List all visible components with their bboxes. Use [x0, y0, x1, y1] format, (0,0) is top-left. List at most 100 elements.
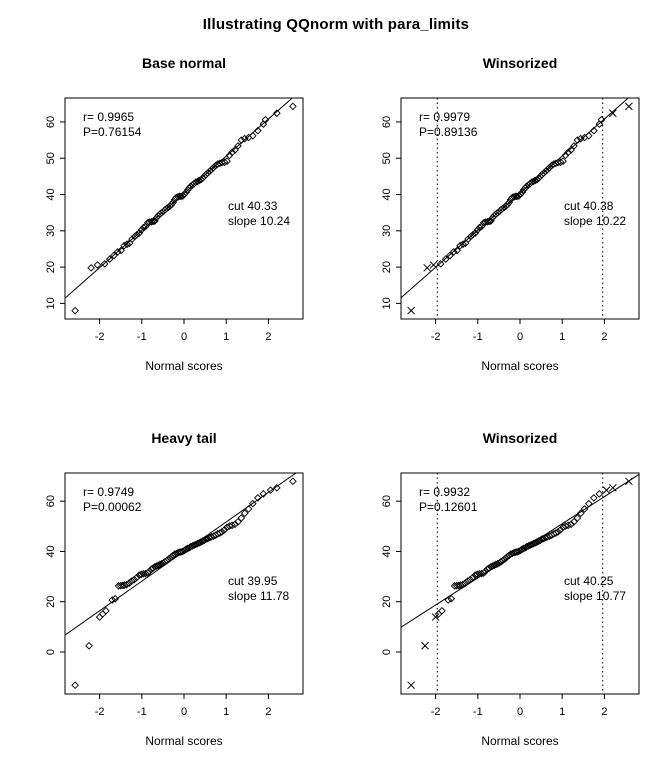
x-tick-label: -1: [137, 331, 147, 343]
qq-point: [567, 520, 575, 529]
qq-point: [549, 160, 558, 168]
qq-point: [149, 564, 158, 572]
qq-point: [479, 569, 488, 577]
r-annotation: r= 0.9749: [83, 485, 134, 499]
qq-point: [254, 126, 262, 135]
qq-point: [538, 170, 546, 179]
qq-point: [516, 190, 525, 199]
qq-point: [209, 163, 218, 172]
x-tick-label: 0: [517, 331, 523, 343]
qq-point: [490, 561, 499, 570]
qq-point: [203, 534, 212, 543]
panel-title: Heavy tail: [151, 430, 216, 446]
qq-point: [223, 157, 231, 165]
qq-point: [135, 229, 144, 237]
qq-point: [244, 505, 253, 513]
y-tick-label: 50: [45, 152, 57, 164]
qq-point: [539, 534, 548, 543]
qq-point: [147, 565, 156, 573]
p-annotation: P=0.12601: [419, 500, 478, 514]
qq-point: [139, 223, 148, 232]
x-tick-label: -2: [95, 706, 105, 718]
qq-point: [162, 204, 171, 213]
qq-point-winsorized: [608, 109, 617, 118]
panel-grid: Base normal -2 -1 0 1 2 10 20 30 40 50 60 Normal sco…: [0, 48, 672, 768]
qq-point: [498, 204, 507, 213]
qq-point: [518, 188, 526, 197]
p-annotation: P=0.89136: [419, 125, 478, 139]
qq-point: [152, 562, 161, 570]
qq-point: [164, 555, 173, 564]
x-axis-label: Normal scores: [481, 734, 558, 748]
qq-point: [234, 142, 242, 150]
qq-point: [576, 134, 585, 143]
qq-point: [216, 159, 224, 168]
qq-point: [157, 559, 166, 568]
qq-point: [554, 527, 562, 536]
qq-point: [466, 232, 475, 241]
y-tick-label: 0: [381, 649, 393, 655]
qq-point: [164, 203, 173, 212]
qq-point: [500, 555, 509, 564]
qq-point: [228, 521, 236, 530]
qq-point: [570, 142, 578, 150]
qq-point: [130, 232, 139, 241]
x-tick-label: -1: [137, 706, 147, 718]
x-tick-label: -1: [473, 331, 483, 343]
qq-point: [100, 260, 109, 268]
qq-point: [461, 579, 469, 587]
qq-panel-4: Winsorized -2 -1 0 1 2 0 20 40 60 Normal scores r= …: [336, 423, 672, 768]
qq-point-winsorized: [407, 681, 415, 690]
qq-point: [468, 230, 477, 239]
y-tick-label: 30: [45, 225, 57, 237]
qq-point: [154, 561, 163, 570]
y-tick-label: 10: [381, 297, 393, 309]
qq-point: [137, 570, 146, 579]
r-annotation: r= 0.9932: [419, 485, 470, 499]
qq-point-winsorized: [608, 483, 617, 492]
y-tick-label: 40: [381, 545, 393, 557]
qq-point: [202, 535, 210, 543]
slope-annotation: slope 11.78: [228, 589, 289, 603]
x-tick-label: -2: [431, 331, 441, 343]
qq-point: [446, 251, 454, 260]
x-axis-label: Normal scores: [481, 359, 558, 373]
qq-point: [483, 565, 492, 573]
qq-point: [449, 248, 458, 256]
qq-point: [122, 580, 131, 589]
qq-point: [108, 596, 117, 604]
qq-point: [205, 167, 214, 176]
qq-point: [240, 134, 249, 143]
x-tick-label: -2: [431, 706, 441, 718]
x-tick-label: 2: [601, 331, 607, 343]
x-tick-label: 2: [265, 331, 271, 343]
qq-point: [541, 533, 550, 542]
qq-panel-svg: Base normal -2 -1 0 1 2 10 20 30 40 50 60 Normal sco…: [45, 55, 304, 373]
qq-point: [118, 581, 127, 590]
qq-point: [505, 198, 513, 207]
qq-point: [556, 525, 565, 534]
qq-point: [151, 562, 159, 571]
figure-title: Illustrating QQnorm with para_limits: [202, 15, 470, 33]
qq-point: [169, 551, 177, 560]
qq-point: [534, 537, 543, 545]
qq-point: [531, 539, 540, 547]
qq-point: [561, 151, 570, 160]
qq-point: [191, 540, 200, 549]
qq-point: [471, 229, 480, 237]
qq-point: [444, 596, 453, 604]
qq-point: [531, 176, 540, 185]
qq-point: [234, 517, 242, 526]
cut-annotation: cut 40.25: [564, 574, 614, 588]
qq-point: [524, 542, 533, 550]
qq-point: [564, 521, 572, 530]
qq-point: [533, 538, 541, 546]
qq-point: [180, 546, 189, 555]
qq-point: [198, 537, 207, 545]
y-tick-label: 20: [45, 596, 57, 608]
qq-point: [536, 536, 545, 545]
y-tick-label: 40: [45, 188, 57, 200]
qq-point: [273, 483, 281, 492]
